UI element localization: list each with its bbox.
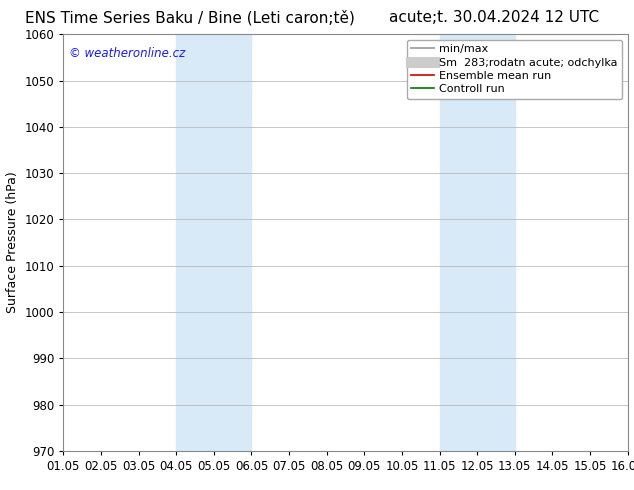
Text: © weatheronline.cz: © weatheronline.cz: [69, 47, 185, 60]
Legend: min/max, Sm  283;rodatn acute; odchylka, Ensemble mean run, Controll run: min/max, Sm 283;rodatn acute; odchylka, …: [407, 40, 622, 99]
Text: acute;t. 30.04.2024 12 UTC: acute;t. 30.04.2024 12 UTC: [389, 10, 600, 25]
Bar: [176, 34, 252, 451]
Bar: [439, 34, 515, 451]
Y-axis label: Surface Pressure (hPa): Surface Pressure (hPa): [6, 172, 19, 314]
Text: ENS Time Series Baku / Bine (Leti caron;tě): ENS Time Series Baku / Bine (Leti caron;…: [25, 10, 355, 25]
